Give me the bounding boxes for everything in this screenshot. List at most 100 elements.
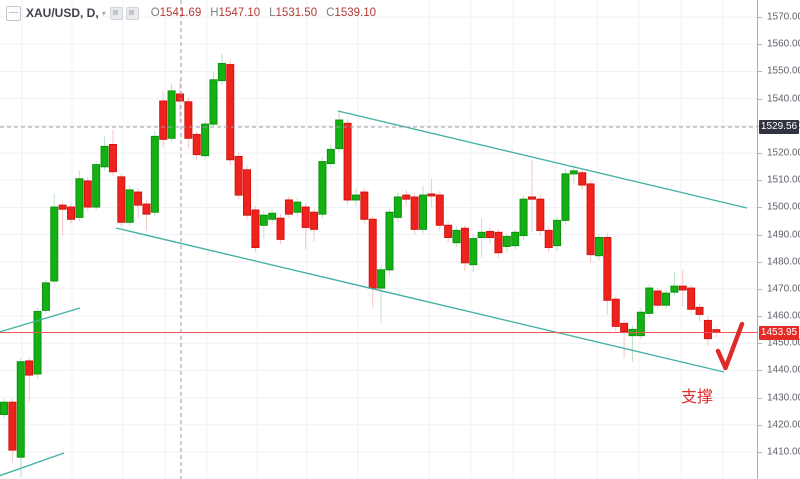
ohlc-readout: O1541.69 H1547.10 L1531.50 C1539.10 xyxy=(151,7,385,19)
candle-28 xyxy=(234,155,243,196)
candle-23 xyxy=(192,133,201,156)
trendline xyxy=(0,307,81,333)
trendline xyxy=(115,227,725,373)
legend-more-icon[interactable] xyxy=(125,6,139,20)
candle-47 xyxy=(393,196,402,218)
candle-62 xyxy=(519,198,528,237)
candle-21 xyxy=(175,93,184,102)
candle-0 xyxy=(0,401,8,415)
candle-20 xyxy=(167,90,176,139)
candle-43 xyxy=(360,191,369,220)
price-axis-label: 1510.00 xyxy=(767,174,800,186)
price-axis-tick xyxy=(758,234,762,236)
candle-1 xyxy=(8,401,17,451)
candle-50 xyxy=(419,194,427,230)
candle-72 xyxy=(603,236,612,301)
price-axis-tick xyxy=(758,288,762,290)
candle-18 xyxy=(150,135,159,213)
candle-37 xyxy=(310,211,319,230)
candle-30 xyxy=(251,209,260,249)
candle-11 xyxy=(92,164,101,208)
candle-24 xyxy=(201,123,210,157)
candle-7 xyxy=(58,204,67,210)
candle-55 xyxy=(460,227,469,264)
ohlc-open: O1541.69 xyxy=(150,7,202,19)
candle-5 xyxy=(41,282,50,311)
candle-56 xyxy=(469,238,478,266)
price-axis-label: 1520.00 xyxy=(767,147,800,159)
last-price-marker: 1453.95 xyxy=(759,325,799,340)
candle-40 xyxy=(335,119,344,150)
candle-52 xyxy=(435,194,444,226)
candle-22 xyxy=(184,101,193,139)
candle-41 xyxy=(343,122,352,201)
candle-73 xyxy=(611,298,620,327)
price-axis-label: 1470.00 xyxy=(767,283,800,295)
candle-34 xyxy=(284,199,293,215)
price-axis-tick xyxy=(758,397,762,399)
candle-79 xyxy=(662,292,671,306)
price-axis[interactable]: 1410.00 1420.00 1430.00 1440.00 1450.00 1460.… xyxy=(757,0,800,479)
candle-48 xyxy=(402,194,411,200)
candle-17 xyxy=(142,203,151,215)
candle-9 xyxy=(75,178,84,218)
price-axis-label: 1460.00 xyxy=(767,310,800,322)
candle-60 xyxy=(502,235,511,247)
ohlc-low: L1531.50 xyxy=(269,7,318,19)
candle-68 xyxy=(569,170,578,175)
price-axis-tick xyxy=(758,17,762,18)
price-axis-label: 1480.00 xyxy=(767,256,800,268)
candle-36 xyxy=(301,206,310,228)
candle-63 xyxy=(527,196,536,200)
price-axis-label: 1490.00 xyxy=(767,229,800,240)
candle-12 xyxy=(100,145,109,168)
candle-59 xyxy=(494,231,503,254)
price-axis-label: 1410.00 xyxy=(767,446,800,458)
price-axis-label: 1420.00 xyxy=(767,419,800,431)
candle-26 xyxy=(217,62,226,82)
candle-76 xyxy=(636,311,645,337)
price-axis-label: 1560.00 xyxy=(767,38,800,50)
price-axis-tick xyxy=(758,98,762,100)
price-axis-tick xyxy=(758,180,762,182)
candle-81 xyxy=(678,285,687,291)
price-axis-label: 1540.00 xyxy=(767,93,800,105)
ohlc-high: H1547.10 xyxy=(210,7,261,19)
price-axis-label: 1500.00 xyxy=(767,201,800,213)
price-axis-label: 1430.00 xyxy=(767,392,800,404)
candle-82 xyxy=(687,287,696,310)
candle-67 xyxy=(561,173,570,221)
legend-collapse-icon[interactable] xyxy=(6,5,21,21)
candle-57 xyxy=(477,231,486,238)
symbol-dropdown-caret-icon[interactable]: ▾ xyxy=(101,8,106,18)
candle-58 xyxy=(486,231,495,238)
candle-39 xyxy=(326,148,335,165)
price-axis-tick xyxy=(758,261,762,263)
candle-71 xyxy=(594,236,603,257)
price-axis-tick xyxy=(758,316,762,318)
candle-84 xyxy=(703,319,712,340)
price-axis-tick xyxy=(758,424,762,426)
legend-settings-icon[interactable] xyxy=(109,6,123,20)
candle-4 xyxy=(33,310,42,375)
crosshair-price-marker: 1529.56 xyxy=(759,119,799,134)
candle-80 xyxy=(670,285,679,293)
candle-2 xyxy=(16,361,25,458)
candle-14 xyxy=(117,176,126,223)
price-axis-tick xyxy=(758,370,762,372)
candle-69 xyxy=(578,172,587,186)
candle-10 xyxy=(83,180,92,208)
candle-29 xyxy=(243,169,252,216)
ohlc-close: C1539.10 xyxy=(326,7,376,19)
candle-64 xyxy=(536,198,545,231)
candle-44 xyxy=(368,218,377,289)
checkmark-annotation xyxy=(715,321,745,371)
candle-45 xyxy=(377,269,386,289)
support-annotation-text: 支撑 xyxy=(680,389,714,406)
candle-54 xyxy=(452,229,461,244)
candle-51 xyxy=(427,193,436,197)
candle-66 xyxy=(553,219,562,247)
symbol-title[interactable]: XAU/USD, D, xyxy=(26,6,99,20)
price-axis-label: 1570.00 xyxy=(767,11,800,23)
